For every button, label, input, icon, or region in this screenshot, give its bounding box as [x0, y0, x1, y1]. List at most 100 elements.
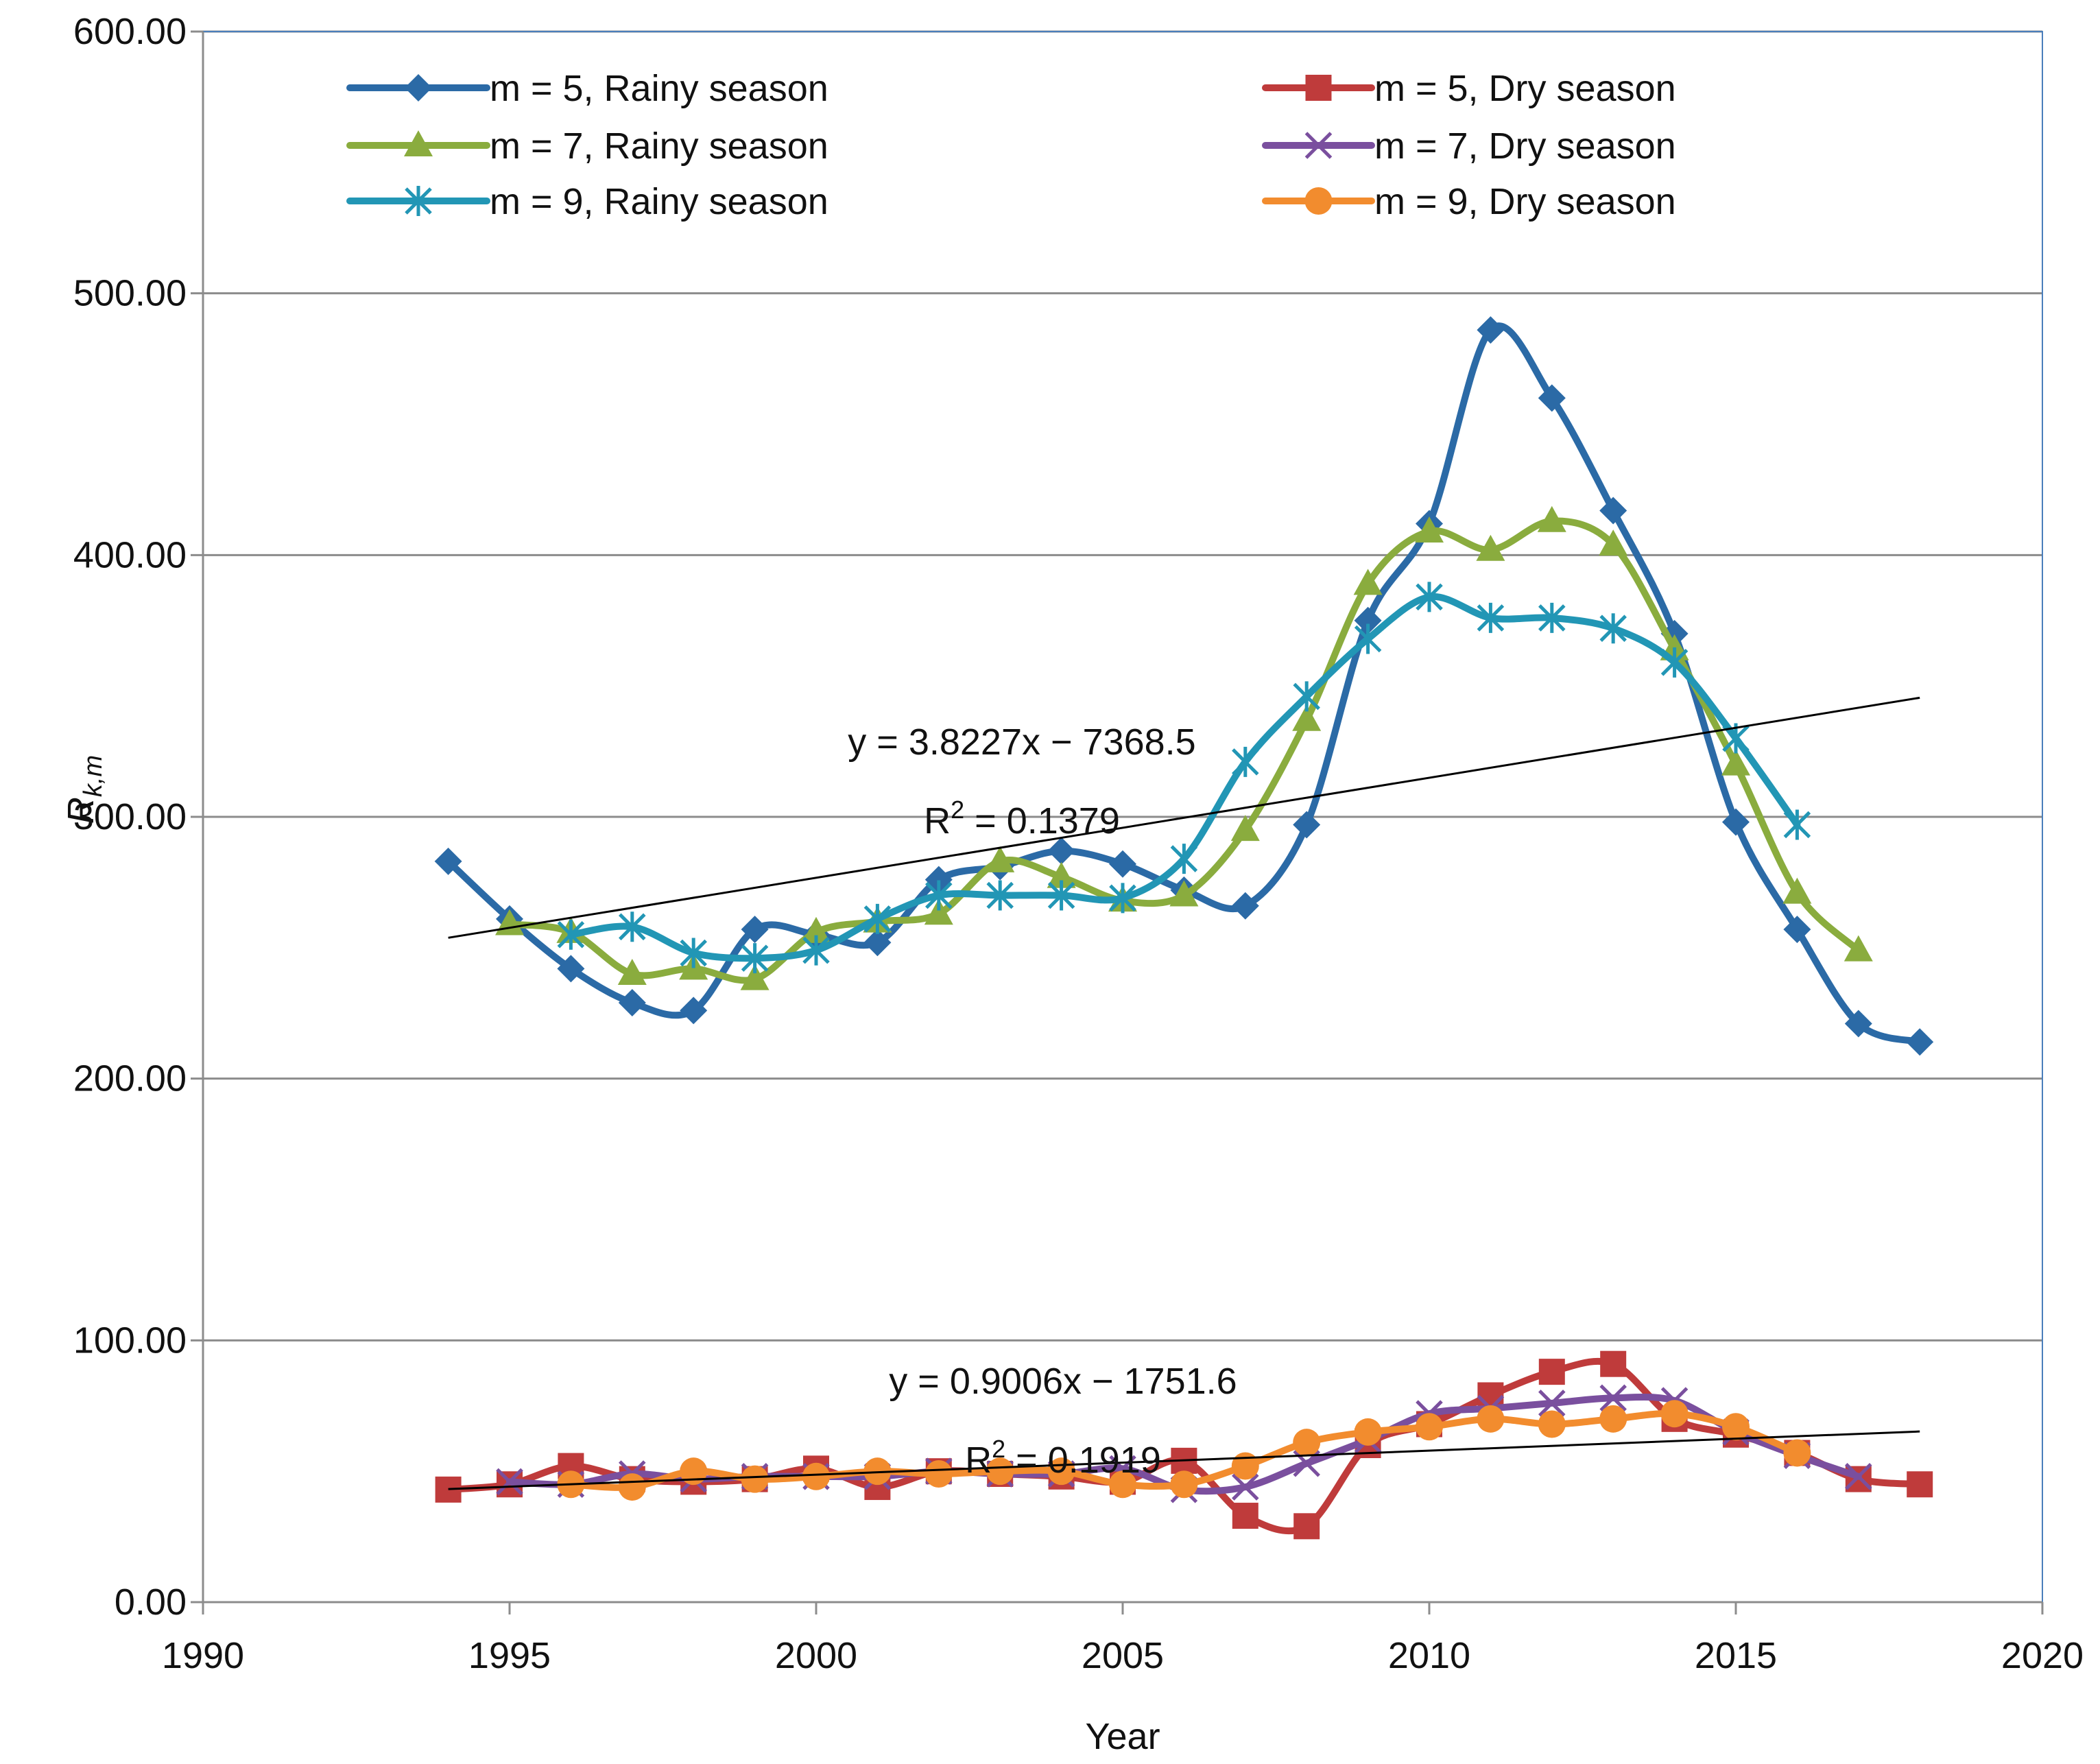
legend-marker-0 [405, 74, 432, 102]
data-point-2-2012 [1537, 505, 1566, 532]
data-point-2-2000 [802, 916, 831, 943]
data-point-4-1996 [557, 919, 585, 950]
r2-value-1: = 0.1919 [1005, 1440, 1161, 1481]
legend-marker-2 [404, 130, 433, 156]
trendline-equation-1: y = 0.9006x − 1751.6 [889, 1361, 1237, 1402]
y-axis-title-main: R [60, 797, 102, 824]
data-point-2-2003 [986, 846, 1015, 872]
data-point-4-2007 [1232, 746, 1259, 777]
data-point-5-2007 [1231, 1452, 1259, 1480]
data-point-3-2017 [1845, 1463, 1872, 1490]
data-point-2-2002 [924, 898, 953, 925]
data-point-4-2012 [1538, 602, 1566, 633]
y-axis-title-sub: k,m [79, 755, 108, 797]
legend: m = 5, Rainy season m = 5, Dry season m = … [346, 68, 1676, 222]
y-tick-label-0: 0.00 [115, 1582, 187, 1623]
data-point-2-2017 [1844, 935, 1873, 962]
r2-superscript-1: 2 [992, 1435, 1005, 1463]
data-point-5-2013 [1599, 1405, 1627, 1433]
data-point-1-2007 [1232, 1503, 1258, 1529]
data-point-2-2008 [1292, 704, 1322, 731]
data-point-4-2008 [1293, 681, 1320, 712]
data-point-0-2009 [1354, 606, 1382, 634]
data-point-5-2015 [1722, 1413, 1750, 1441]
legend-marker-5 [1304, 187, 1333, 215]
data-point-4-1997 [619, 911, 646, 942]
data-point-5-1998 [680, 1457, 708, 1486]
data-point-5-2012 [1538, 1410, 1566, 1438]
data-point-4-2011 [1477, 602, 1505, 633]
legend-item-2: m = 7, Rainy season [346, 126, 828, 167]
data-point-2-2010 [1415, 516, 1444, 543]
data-point-0-2017 [1844, 1010, 1872, 1038]
data-point-3-2013 [1599, 1384, 1627, 1412]
legend-label-3: m = 7, Dry season [1374, 126, 1676, 167]
x-tick-label-0: 1990 [162, 1635, 244, 1676]
data-point-5-2005 [1109, 1470, 1136, 1499]
y-tick-label-4: 400.00 [73, 534, 187, 575]
data-point-1-2018 [1907, 1471, 1933, 1498]
y-tick-label-5: 500.00 [73, 273, 187, 314]
data-point-5-2002 [924, 1459, 953, 1488]
legend-item-0: m = 5, Rainy season [346, 68, 828, 109]
legend-label-1: m = 5, Dry season [1374, 68, 1676, 109]
data-point-4-2005 [1109, 883, 1136, 914]
data-point-4-1999 [741, 943, 769, 974]
data-point-4-2016 [1783, 809, 1811, 840]
data-point-1-2013 [1600, 1350, 1627, 1377]
data-point-5-2003 [986, 1457, 1014, 1486]
data-point-2-2016 [1782, 877, 1812, 904]
trendline-r2-0: R2 = 0.1379 [924, 796, 1120, 842]
data-point-5-2011 [1477, 1405, 1505, 1433]
trendline-r2-1: R2 = 0.1919 [965, 1435, 1161, 1481]
data-point-0-2013 [1599, 497, 1627, 525]
y-axis-title: Rk,m [60, 755, 108, 824]
data-point-2-1999 [740, 964, 769, 990]
data-point-4-2010 [1416, 582, 1443, 612]
trendline-0 [448, 696, 1920, 939]
x-tick-label-5: 2015 [1695, 1635, 1777, 1676]
legend-label-5: m = 9, Dry season [1374, 181, 1676, 222]
x-tick-label-3: 2005 [1082, 1635, 1164, 1676]
data-point-0-2007 [1231, 892, 1259, 920]
data-point-5-2016 [1783, 1439, 1811, 1467]
data-point-4-2014 [1660, 647, 1689, 678]
data-point-0-2012 [1538, 384, 1566, 412]
data-point-4-2003 [986, 880, 1014, 911]
data-point-1-2008 [1293, 1513, 1320, 1540]
r2-superscript-0: 2 [951, 796, 964, 824]
data-point-4-2004 [1047, 880, 1075, 911]
data-point-4-1998 [680, 938, 707, 968]
data-point-0-2018 [1906, 1028, 1934, 1056]
data-point-0-1998 [680, 997, 708, 1025]
data-point-0-2004 [1047, 837, 1075, 865]
data-point-4-2009 [1354, 623, 1382, 654]
series-5 [557, 1400, 1811, 1501]
data-point-0-2015 [1722, 808, 1750, 836]
data-point-0-1997 [618, 988, 646, 1016]
data-point-2-2015 [1721, 749, 1750, 776]
legend-item-3: m = 7, Dry season [1262, 126, 1676, 167]
legend-marker-3 [1304, 132, 1333, 159]
data-point-1-2012 [1538, 1359, 1565, 1385]
series-group [434, 316, 1934, 1540]
data-point-4-2002 [925, 880, 953, 911]
data-point-2-2006 [1169, 880, 1199, 907]
legend-marker-1 [1305, 75, 1332, 101]
data-point-4-2001 [863, 903, 892, 934]
axes [191, 30, 2044, 1614]
data-point-2-2011 [1476, 534, 1505, 561]
data-point-2-2004 [1047, 861, 1076, 888]
series-4 [557, 582, 1811, 974]
legend-item-4: m = 9, Rainy season [346, 181, 828, 222]
x-tick-label-4: 2010 [1388, 1635, 1470, 1676]
axis-labels: 1990 1995 2000 2005 2010 2015 2020 0.00 100.00 20… [60, 11, 2084, 1757]
data-point-4-2000 [802, 935, 830, 966]
data-point-5-2009 [1354, 1418, 1382, 1446]
r2-prefix-0: R [924, 800, 951, 842]
data-point-0-2016 [1783, 916, 1811, 944]
data-point-5-2010 [1416, 1413, 1443, 1441]
data-point-0-1999 [741, 916, 769, 944]
